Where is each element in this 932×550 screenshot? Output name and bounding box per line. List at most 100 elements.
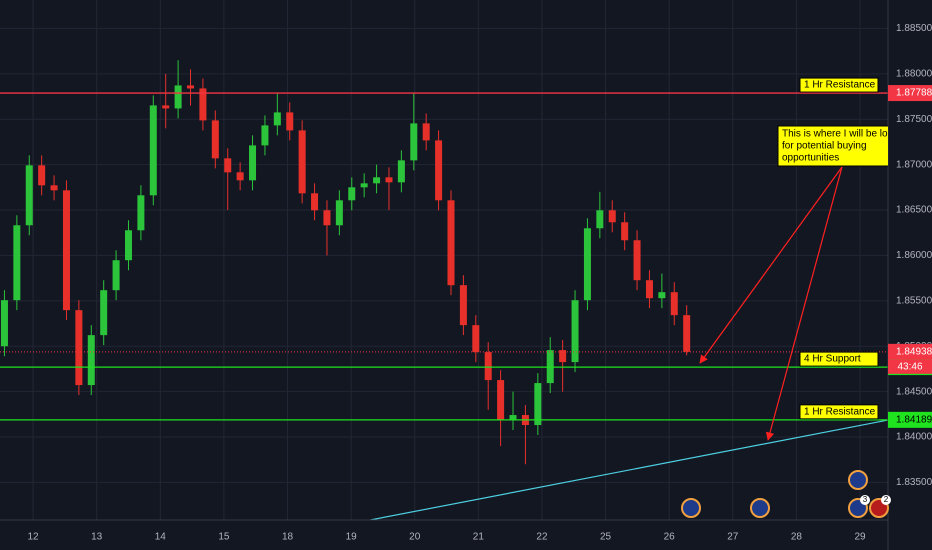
x-tick-label: 18	[282, 532, 294, 543]
price-tag-label: 1.84938	[896, 346, 932, 357]
event-icon[interactable]	[681, 498, 701, 518]
candle-body	[100, 290, 108, 336]
candle-body	[249, 145, 257, 181]
level-name: 1 Hr Resistance	[804, 406, 876, 417]
level-box	[799, 351, 879, 367]
candle-body	[286, 112, 294, 131]
note-line: This is where I will be lookin	[782, 129, 906, 140]
candle-body	[149, 105, 157, 196]
candle-body	[174, 85, 182, 109]
candle-body	[571, 300, 579, 363]
y-tick-label: 1.85500	[896, 295, 932, 306]
x-tick-label: 21	[473, 532, 485, 543]
event-count: 2	[884, 495, 889, 504]
level-box	[799, 77, 879, 93]
candle-body	[236, 172, 244, 181]
candle-body	[645, 280, 653, 299]
note-box: This is where I will be lookin for poten…	[777, 125, 906, 167]
candle-body	[596, 210, 604, 229]
arrow	[699, 166, 843, 364]
candle-body	[633, 240, 641, 281]
y-tick-label: 1.88500	[896, 23, 932, 34]
candle-body	[509, 415, 517, 421]
note-line: opportunities	[782, 153, 839, 164]
plot-area	[0, 60, 888, 520]
candle-body	[187, 85, 195, 89]
candle-body	[360, 183, 368, 188]
candle-body	[422, 123, 430, 141]
candle-body	[385, 177, 393, 183]
candle-body	[472, 325, 480, 353]
candle-body	[621, 222, 629, 241]
x-tick-label: 26	[664, 532, 676, 543]
candle-body	[335, 200, 343, 226]
candle-body	[199, 88, 207, 121]
event-badge	[860, 495, 870, 505]
x-tick-label: 25	[600, 532, 612, 543]
y-tick-label: 1.86000	[896, 250, 932, 261]
candle-body	[497, 380, 505, 421]
trendline	[370, 419, 888, 520]
x-tick-label: 22	[536, 532, 548, 543]
price-axis: 1.835001.840001.845001.850001.855001.860…	[888, 23, 932, 488]
countdown-tag	[888, 359, 932, 374]
candle-body	[124, 230, 132, 261]
candle-body	[0, 300, 8, 347]
level-name: 1 Hr Resistance	[804, 80, 876, 91]
candle-body	[484, 352, 492, 381]
x-tick-label: 20	[409, 532, 421, 543]
countdown-label: 43:46	[897, 361, 922, 372]
price-tag	[888, 411, 932, 428]
candle-body	[211, 120, 219, 159]
candle-body	[373, 177, 381, 184]
candle-body	[559, 350, 567, 363]
candle-body	[311, 193, 319, 211]
candle-body	[261, 125, 269, 146]
candle-body	[658, 292, 666, 299]
event-icons: 3 2	[681, 470, 891, 518]
event-icon[interactable]	[750, 498, 770, 518]
candle-body	[162, 105, 170, 109]
event-badge	[881, 495, 891, 505]
y-tick-label: 1.83500	[896, 477, 932, 488]
candle-body	[459, 285, 467, 326]
x-tick-label: 13	[91, 532, 103, 543]
candle-body	[683, 315, 691, 352]
price-tag-label: 1.87788	[896, 88, 932, 99]
x-tick-label: 28	[791, 532, 803, 543]
arrows	[699, 166, 843, 441]
candle-body	[38, 165, 46, 186]
price-tag	[888, 85, 932, 102]
candle-body	[435, 140, 443, 201]
candle-body	[25, 165, 33, 226]
y-tick-label: 1.86500	[896, 205, 932, 216]
candle-body	[112, 260, 120, 291]
candle-body	[323, 210, 331, 226]
candle-body	[410, 123, 418, 161]
candle-body	[534, 383, 542, 426]
event-count: 3	[863, 495, 868, 504]
y-tick-label: 1.84000	[896, 432, 932, 443]
level-name: 4 Hr Support	[804, 354, 861, 365]
candle-body	[670, 292, 678, 316]
x-tick-label: 14	[155, 532, 167, 543]
candle-body	[87, 335, 95, 386]
y-tick-label: 1.87000	[896, 159, 932, 170]
candle-body	[447, 200, 455, 286]
candle-body	[608, 210, 616, 223]
y-tick-label: 1.87500	[896, 114, 932, 125]
event-icon[interactable]	[848, 470, 868, 490]
x-tick-label: 15	[218, 532, 230, 543]
x-tick-label: 27	[727, 532, 739, 543]
candle-body	[397, 160, 405, 183]
x-tick-label: 12	[28, 532, 40, 543]
x-tick-label: 19	[346, 532, 358, 543]
candle-body	[224, 158, 232, 173]
level-box	[799, 404, 879, 420]
candle-body	[583, 228, 591, 301]
candle-body	[50, 185, 58, 191]
y-tick-label: 1.88000	[896, 68, 932, 79]
candle-body	[298, 130, 306, 194]
note-background	[777, 125, 888, 167]
